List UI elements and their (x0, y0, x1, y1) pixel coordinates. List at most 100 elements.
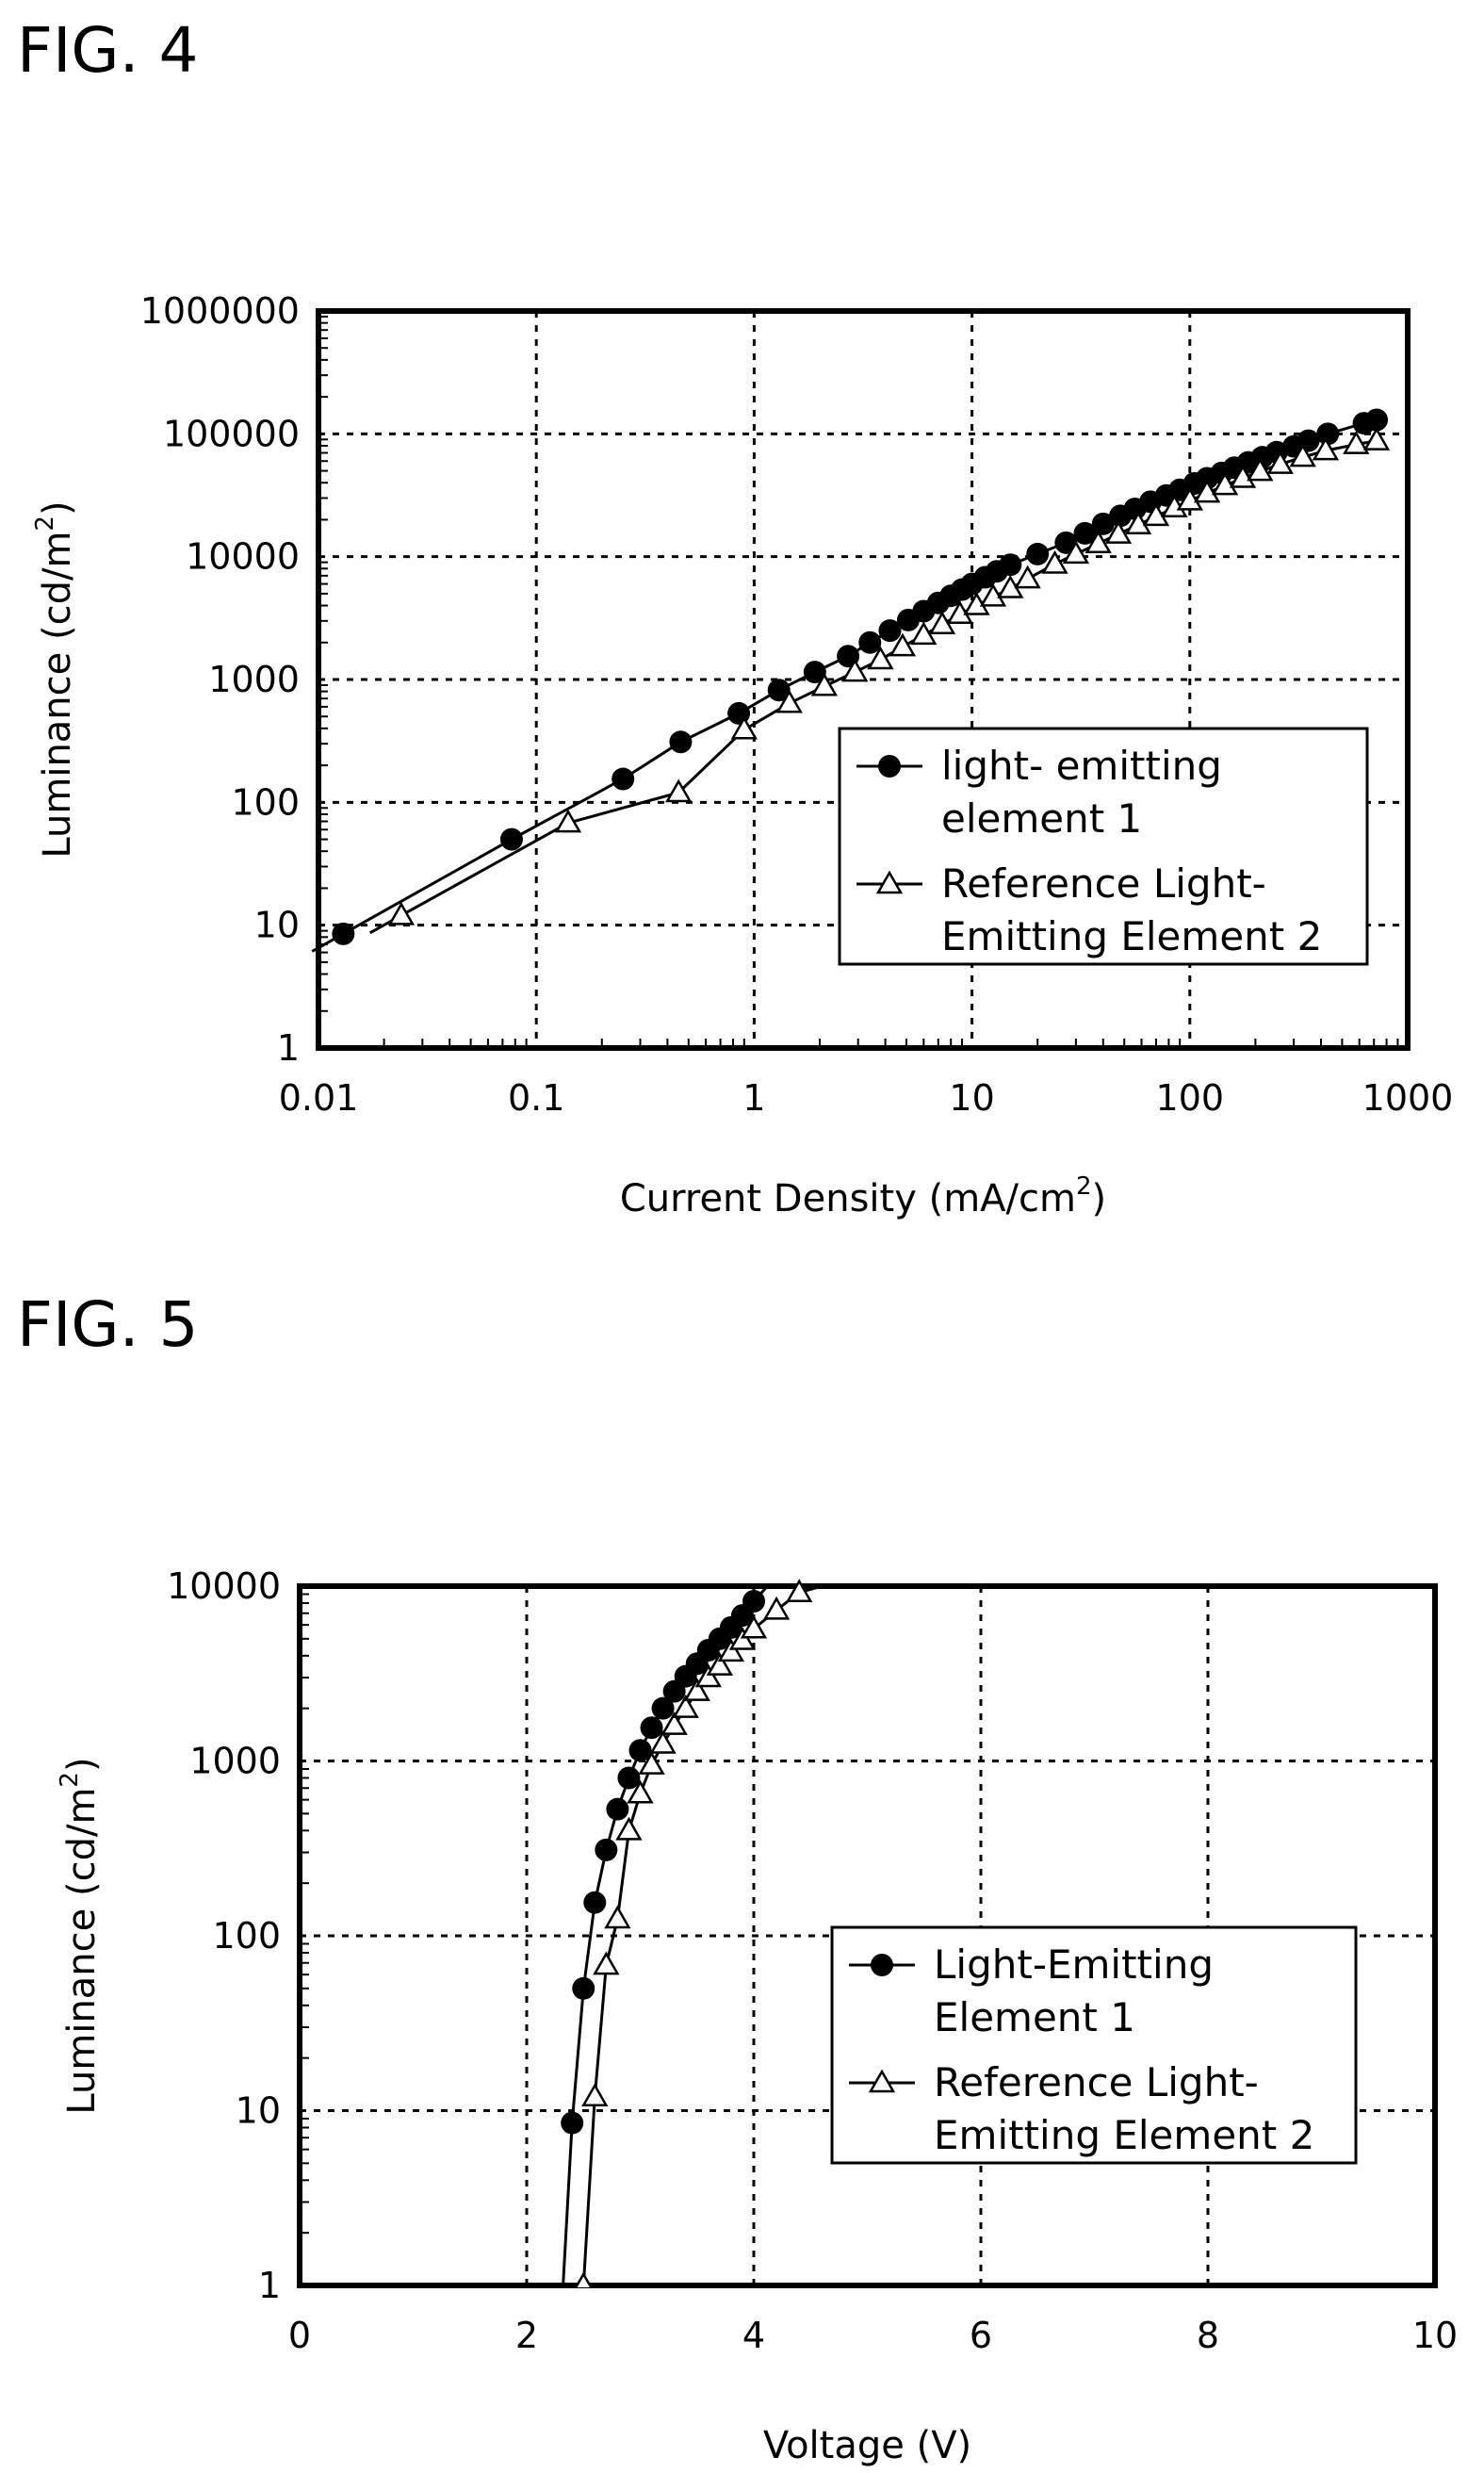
fig4-legend-label: light- emitting (941, 743, 1222, 789)
fig4-legend-swatch-marker (875, 870, 904, 894)
fig4-series-1-point (612, 767, 635, 791)
fig5-y-tick-label: 100 (212, 1915, 281, 1957)
fig4-series-2-point (1343, 431, 1370, 454)
fig5-series-2-point (706, 1652, 734, 1676)
fig4-series-2-point (1211, 471, 1239, 496)
fig5-legend-swatch-marker (868, 2069, 896, 2093)
fig4-series-2-point (387, 901, 416, 925)
fig5-x-axis-title: Voltage (V) (763, 2424, 971, 2467)
fig4-legend-box (838, 727, 1369, 966)
fig5-legend-swatch-marker (871, 1954, 893, 1976)
fig4-series-1-point (499, 827, 523, 851)
fig4-series-2-point (1362, 427, 1391, 450)
fig5-series-2-point (574, 2271, 593, 2287)
fig4-series-2-point (889, 632, 917, 657)
fig5-series-2-point (615, 1816, 643, 1841)
fig4-legend-swatch-marker (878, 755, 901, 778)
fig5-x-tick-label: 8 (1197, 2315, 1219, 2356)
fig5-series-2-point (683, 1678, 710, 1701)
fig5-series-2-point (604, 1905, 631, 1929)
fig5-label: FIG. 5 (17, 1288, 199, 1361)
fig4-series-2-point (1176, 486, 1203, 511)
fig4-label: FIG. 4 (17, 14, 199, 87)
fig4-series-1-point (878, 619, 902, 643)
fig5-chart: 0 2 4 6 8 10 1 10 100 1000 10000 Voltage (V) Luminan… (56, 1565, 1458, 2467)
fig4-series-2 (368, 427, 1391, 935)
fig5-series-2-point (649, 1730, 677, 1754)
fig5-series-2-point (717, 1638, 745, 1662)
fig5-series-2-point (786, 1579, 813, 1602)
fig5-series-2-point (660, 1711, 688, 1735)
fig5-series-2-point (581, 2083, 609, 2107)
fig4-x-tick-label: 1000 (1362, 1077, 1454, 1119)
fig5-series-2-point (627, 1779, 654, 1804)
fig4-series-2-point (665, 778, 693, 803)
fig4-series-2-point (1062, 540, 1090, 565)
fig5-legend-box (830, 1925, 1358, 2165)
fig4-x-tick-label: 0.01 (279, 1077, 359, 1119)
fig5-y-tick-label: 10 (236, 2090, 281, 2132)
fig5-x-tick-label: 0 (288, 2315, 311, 2356)
fig4-chart: 0.01 0.1 1 10 100 1000 1 10 100 1000 10000 100000 10… (31, 290, 1453, 1220)
fig4-y-tick-label: 10 (254, 905, 300, 946)
fig4-series-1-point (1365, 408, 1389, 432)
fig5-series-2-point (638, 1751, 665, 1775)
fig4-legend-label: Reference Light- (941, 860, 1266, 907)
fig5-series-2-point (694, 1663, 722, 1688)
fig5-series-1-point (617, 1766, 641, 1790)
fig4-series-2-point (1041, 550, 1068, 574)
fig5-legend-label: Light-Emitting (934, 1941, 1214, 1988)
fig5-series-1-point (572, 1976, 595, 2000)
fig5-y-tick-label: 1 (258, 2265, 281, 2306)
fig4-x-tick-label: 10 (949, 1077, 994, 1119)
fig4-y-tick-label: 1000000 (140, 290, 300, 332)
fig5-series-1-point (628, 1739, 652, 1762)
fig4-y-tick-label: 10000 (186, 536, 300, 578)
fig5-series-1-point (595, 1838, 618, 1861)
fig5-y-tick-label: 1000 (189, 1741, 281, 1782)
fig5-series-1-point (561, 2111, 584, 2135)
fig4-y-axis-title: Luminance (cd/m2) (31, 500, 79, 858)
fig5-series-1-point (742, 1589, 765, 1613)
fig5-x-tick-label: 4 (742, 2315, 765, 2356)
fig5-series-2-point (728, 1626, 757, 1650)
fig4-series-2-point (775, 689, 803, 713)
fig5-legend: Light-Emitting Element 1 Reference Light- E… (830, 1925, 1358, 2165)
fig5-series-2-point (740, 1614, 768, 1639)
fig4-series-2-point (1084, 530, 1112, 553)
fig4-x-tick-label: 1 (742, 1077, 765, 1119)
fig4-series-2-point (1014, 565, 1041, 589)
fig4-series-2-point (810, 672, 839, 696)
fig4-series-1-point (1073, 521, 1097, 545)
fig5-series-2-point (672, 1695, 699, 1718)
fig4-x-tick-label: 100 (1156, 1077, 1225, 1119)
fig4-y-tick-label: 1 (277, 1027, 300, 1069)
fig4-x-axis-title: Current Density (mA/cm2) (620, 1172, 1106, 1220)
fig4-series-2-point (554, 809, 582, 833)
fig4-x-tick-label: 0.1 (508, 1077, 564, 1119)
fig5-series-1-point (583, 1891, 607, 1914)
fig5-x-tick-label: 6 (970, 2315, 992, 2356)
fig4-series-2-point (1193, 479, 1221, 503)
fig5-legend-label: Emitting Element 2 (934, 2112, 1314, 2158)
fig4-series-2-point (1104, 520, 1133, 544)
fig5-series-1-point (606, 1797, 629, 1821)
fig5-series-2 (574, 1579, 823, 2287)
fig4-series-2-point (730, 715, 758, 740)
fig4-series-2-point (841, 658, 869, 682)
fig4-series-1-point (803, 661, 826, 684)
fig5-x-tick-label: 2 (515, 2315, 538, 2356)
fig4-legend-label: element 1 (941, 795, 1142, 842)
fig5-x-tick-label: 10 (1412, 2315, 1458, 2356)
fig5-y-tick-label: 10000 (167, 1565, 281, 1607)
fig4-series-2-point (1124, 511, 1152, 535)
fig4-series-2-point (1247, 457, 1274, 482)
fig4-y-tick-label: 1000 (208, 659, 300, 700)
fig4-series-2-point (1289, 443, 1316, 467)
fig4-series-1-point (767, 679, 791, 702)
fig4-y-tick-label: 100 (231, 781, 300, 823)
fig4-plot-frame (316, 308, 1411, 1051)
fig5-series-1-point (651, 1696, 675, 1720)
fig4-series-1-point (999, 553, 1022, 577)
